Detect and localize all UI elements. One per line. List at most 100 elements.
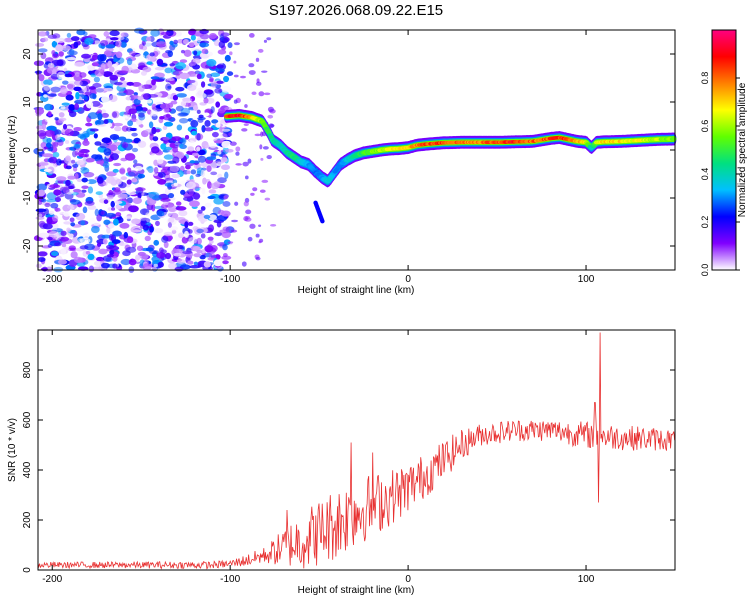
noise-blob (171, 136, 182, 142)
noise-blob (186, 170, 191, 175)
noise-blob (150, 76, 160, 80)
noise-blob (42, 153, 54, 158)
noise-blob (117, 136, 127, 141)
noise-blob (190, 34, 196, 41)
noise-blob (144, 128, 152, 134)
colorbar: 0.0 0.2 0.4 0.6 0.8 Normalized spectral ampl… (700, 29, 748, 276)
noise-blob (50, 86, 61, 93)
noise-blob (36, 130, 47, 137)
noise-blob (50, 202, 59, 209)
noise-blob (118, 168, 126, 174)
noise-blob (241, 128, 248, 132)
noise-blob (44, 202, 51, 208)
noise-blob (193, 261, 199, 266)
noise-blob (142, 224, 150, 231)
noise-blob (175, 206, 187, 211)
noise-blob (176, 93, 187, 98)
noise-blob (37, 200, 43, 206)
noise-blob (168, 217, 175, 224)
noise-blob (213, 140, 225, 144)
noise-blob (73, 256, 83, 264)
noise-blob (231, 219, 238, 223)
noise-blob (146, 99, 153, 104)
noise-blob (47, 62, 55, 69)
noise-blob (178, 210, 188, 217)
noise-blob (259, 144, 263, 150)
noise-blob (196, 109, 201, 115)
noise-blob (34, 70, 43, 74)
y-tick-label: 800 (22, 361, 33, 378)
ridge (224, 108, 677, 224)
noise-blob (62, 123, 68, 130)
noise-blob (51, 214, 59, 222)
noise-blob (73, 41, 79, 49)
noise-blob (141, 40, 146, 46)
noise-blob (72, 188, 82, 193)
noise-blob (109, 133, 120, 141)
noise-blob (204, 89, 215, 98)
noise-blob (198, 114, 204, 119)
noise-blob (140, 71, 147, 76)
noise-blob (152, 260, 161, 264)
noise-blob (111, 239, 121, 245)
noise-blob (57, 259, 67, 265)
noise-blob (161, 235, 169, 243)
noise-blob (217, 60, 223, 66)
noise-blob (102, 238, 108, 245)
noise-blob (219, 229, 230, 234)
noise-blob (221, 140, 232, 149)
noise-blob (151, 146, 160, 154)
noise-blob (187, 260, 194, 265)
noise-blob (138, 113, 146, 121)
noise-blob (126, 58, 133, 66)
noise-blob (199, 254, 206, 260)
noise-blob (96, 242, 102, 247)
noise-blob (260, 131, 264, 137)
noise-blob (69, 217, 75, 223)
noise-blob (56, 158, 62, 166)
noise-blob (171, 229, 177, 235)
noise-blob (220, 210, 231, 217)
noise-blob (55, 44, 64, 52)
noise-blob (223, 253, 228, 258)
noise-blob (154, 227, 164, 234)
noise-blob (132, 95, 138, 100)
noise-blob (146, 61, 153, 65)
noise-blob (96, 176, 104, 184)
noise-blob (114, 126, 122, 132)
noise-blob (103, 199, 109, 204)
noise-blob (55, 176, 67, 182)
noise-blob (119, 222, 130, 229)
noise-blob (220, 32, 230, 37)
noise-blob (106, 171, 117, 177)
noise-blob (185, 140, 196, 147)
noise-blob (163, 154, 174, 160)
noise-blob (49, 210, 55, 216)
noise-blob (254, 133, 261, 137)
noise-blob (37, 213, 43, 218)
noise-blob (51, 251, 59, 257)
noise-blob (81, 189, 87, 193)
noise-blob (229, 141, 237, 146)
noise-blob (173, 252, 182, 257)
noise-blob (109, 103, 117, 109)
noise-blob (215, 68, 225, 73)
noise-blob (255, 233, 260, 238)
noise-blob (243, 201, 249, 207)
noise-blob (42, 37, 49, 42)
noise-blob (179, 138, 185, 143)
noise-blob (206, 58, 217, 67)
noise-blob (189, 265, 200, 269)
noise-blob (156, 41, 167, 47)
noise-blob (206, 73, 213, 78)
noise-blob (264, 197, 271, 201)
noise-blob (191, 130, 198, 136)
noise-blob (60, 248, 67, 255)
noise-blob (87, 66, 96, 71)
noise-blob (126, 191, 137, 196)
noise-blob (244, 104, 248, 108)
noise-blob (144, 235, 151, 242)
noise-blob (107, 60, 113, 68)
noise-blob (169, 142, 176, 148)
noise-blob (48, 156, 58, 164)
